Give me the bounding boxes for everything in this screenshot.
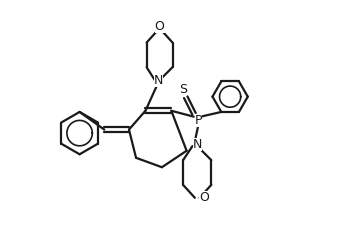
Text: N: N	[193, 138, 202, 151]
Text: O: O	[155, 20, 165, 33]
Text: N: N	[154, 74, 163, 87]
Text: S: S	[179, 83, 187, 96]
Text: P: P	[195, 114, 202, 127]
Text: O: O	[199, 191, 209, 204]
